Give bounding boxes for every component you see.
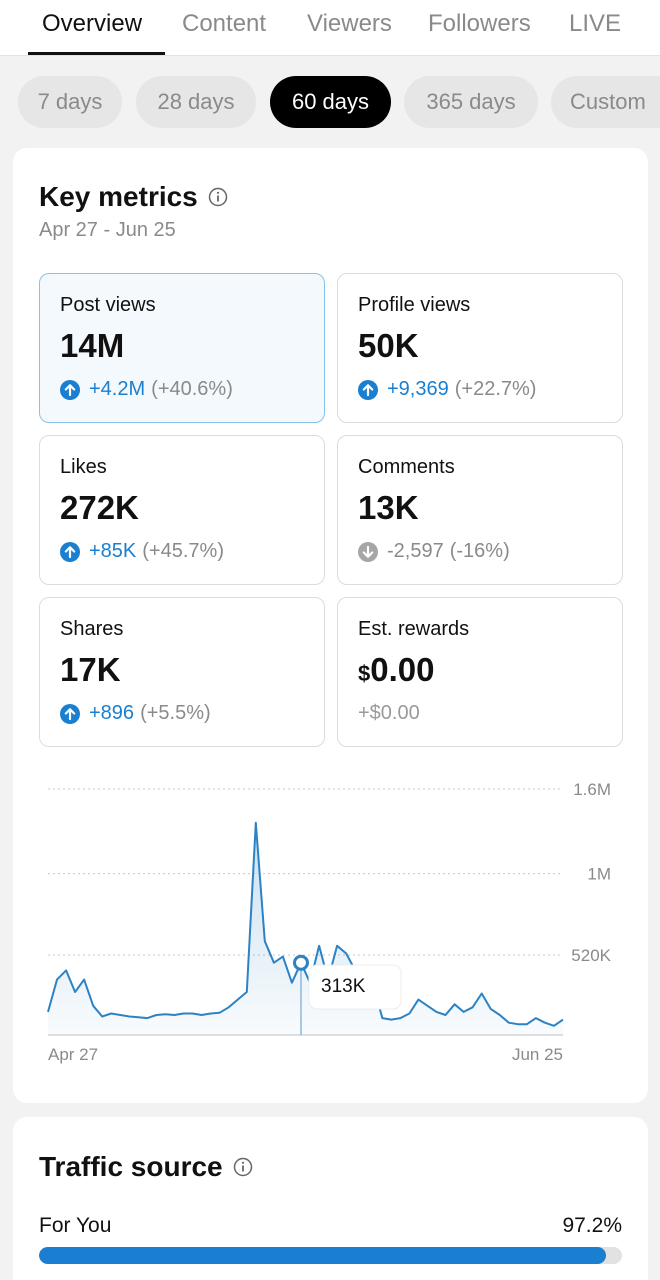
metric-label: Est. rewards — [358, 618, 470, 640]
metric-label: Profile views — [358, 294, 471, 316]
traffic-source-value: 97.2% — [562, 1214, 622, 1237]
traffic-source-heading: Traffic source — [39, 1151, 253, 1183]
highlight-point[interactable] — [292, 954, 309, 971]
metric-currency: $ — [358, 661, 371, 686]
metric-number: 13K — [358, 489, 419, 526]
metric-change: -2,597 (-16%) — [358, 540, 510, 563]
metric-label: Post views — [60, 294, 156, 316]
metric-number: 272K — [60, 489, 139, 526]
info-icon[interactable] — [208, 187, 228, 207]
metric-delta: +$0.00 — [358, 702, 420, 724]
date-filter-bar: 7 days 28 days 60 days 365 days Custom — [0, 76, 660, 130]
tooltip-value: 313K — [321, 976, 366, 997]
metric-tile-profile-views[interactable]: Profile views 50K +9,369 (+22.7%) — [337, 273, 623, 423]
active-tab-indicator — [28, 52, 165, 55]
metric-value: 13K — [358, 489, 419, 527]
metric-label: Likes — [60, 456, 107, 478]
arrow-down-circle-icon — [358, 541, 378, 562]
metric-percent: (-16%) — [449, 540, 510, 562]
metric-delta: +896 — [89, 702, 135, 724]
y-tick-label: 520K — [571, 946, 611, 965]
metric-change: +$0.00 — [358, 702, 420, 725]
metric-tile-est-rewards[interactable]: Est. rewards $0.00 +$0.00 — [337, 597, 623, 747]
metric-percent: (+45.7%) — [142, 540, 224, 562]
filter-365-days[interactable]: 365 days — [404, 76, 538, 128]
y-tick-label: 1.6M — [573, 780, 611, 799]
metric-percent: (+40.6%) — [151, 378, 233, 400]
metric-delta: +85K — [89, 540, 137, 562]
traffic-source-title: Traffic source — [39, 1151, 223, 1182]
tab-content[interactable]: Content — [182, 10, 267, 37]
x-start-label: Apr 27 — [48, 1045, 98, 1064]
metric-tile-post-views[interactable]: Post views 14M +4.2M (+40.6%) — [39, 273, 325, 423]
metric-delta: +9,369 — [387, 378, 449, 400]
arrow-up-circle-icon — [358, 379, 378, 400]
metric-number: 14M — [60, 327, 125, 364]
metric-tile-comments[interactable]: Comments 13K -2,597 (-16%) — [337, 435, 623, 585]
metric-change: +9,369 (+22.7%) — [358, 378, 536, 401]
traffic-source-card: Traffic source For You 97.2% — [13, 1117, 648, 1280]
metric-change: +896 (+5.5%) — [60, 702, 211, 725]
metric-value: $0.00 — [358, 651, 434, 689]
metric-percent: (+5.5%) — [140, 702, 211, 724]
filter-60-days[interactable]: 60 days — [270, 76, 391, 128]
arrow-up-circle-icon — [60, 379, 80, 400]
series-line — [47, 821, 564, 1027]
filter-custom[interactable]: Custom — [551, 76, 660, 128]
traffic-source-bar-fill — [39, 1247, 606, 1264]
traffic-source-label: For You — [39, 1214, 112, 1237]
metric-number: 50K — [358, 327, 419, 364]
tab-viewers[interactable]: Viewers — [307, 10, 392, 37]
metric-tile-likes[interactable]: Likes 272K +85K (+45.7%) — [39, 435, 325, 585]
metric-change: +85K (+45.7%) — [60, 540, 224, 563]
key-metrics-heading: Key metrics — [39, 181, 228, 213]
metric-tile-shares[interactable]: Shares 17K +896 (+5.5%) — [39, 597, 325, 747]
tooltip-box — [308, 964, 402, 1010]
filter-28-days[interactable]: 28 days — [136, 76, 256, 128]
metric-value: 50K — [358, 327, 419, 365]
metric-number: 0.00 — [370, 651, 435, 688]
date-range-label: Apr 27 - Jun 25 — [39, 219, 176, 241]
post-views-chart[interactable]: 1.6M 1M 520K 313K Apr 27 Jun 25 — [13, 148, 648, 1103]
metric-delta: +4.2M — [89, 378, 146, 400]
metric-change: +4.2M (+40.6%) — [60, 378, 233, 401]
metric-value: 17K — [60, 651, 121, 689]
metric-number: 17K — [60, 651, 121, 688]
tab-followers[interactable]: Followers — [428, 10, 531, 37]
metric-label: Comments — [358, 456, 455, 478]
arrow-up-circle-icon — [60, 541, 80, 562]
key-metrics-title: Key metrics — [39, 181, 198, 212]
arrow-up-circle-icon — [60, 703, 80, 724]
metric-value: 272K — [60, 489, 139, 527]
x-end-label: Jun 25 — [512, 1045, 563, 1064]
metric-value: 14M — [60, 327, 124, 365]
info-icon[interactable] — [233, 1157, 253, 1177]
metric-label: Shares — [60, 618, 124, 640]
y-tick-label: 1M — [587, 865, 611, 884]
series-area — [48, 822, 563, 1035]
tab-live[interactable]: LIVE — [569, 10, 622, 37]
key-metrics-card: Key metrics Apr 27 - Jun 25 Post views 14… — [13, 148, 648, 1103]
top-tab-bar: Overview Content Viewers Followers LIVE — [0, 0, 660, 56]
metric-percent: (+22.7%) — [454, 378, 537, 400]
metric-delta: -2,597 — [387, 540, 444, 562]
filter-7-days[interactable]: 7 days — [18, 76, 122, 128]
tab-overview[interactable]: Overview — [42, 10, 143, 37]
traffic-source-bar — [39, 1247, 622, 1264]
